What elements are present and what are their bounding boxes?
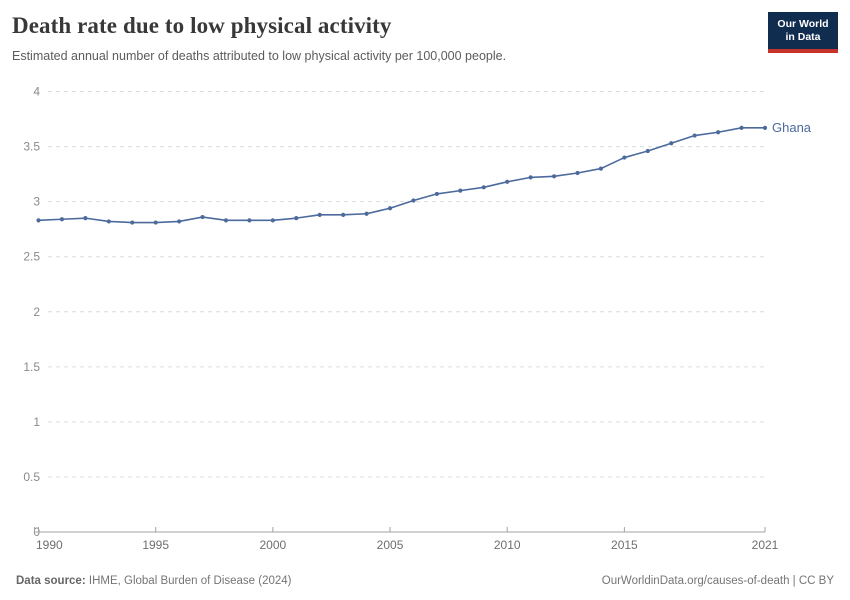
data-point[interactable]: [177, 219, 182, 224]
page-title: Death rate due to low physical activity: [12, 13, 392, 38]
data-point[interactable]: [434, 191, 440, 197]
x-tick-label: 2021: [752, 538, 779, 552]
logo-line2: in Data: [785, 31, 821, 43]
data-point[interactable]: [458, 188, 463, 193]
data-source: Data source: IHME, Global Burden of Dise…: [16, 575, 292, 587]
data-point[interactable]: [505, 179, 510, 184]
data-point[interactable]: [411, 198, 416, 203]
data-point[interactable]: [130, 220, 135, 225]
data-line-ghana[interactable]: [37, 127, 766, 224]
chart-footer: Data source: IHME, Global Burden of Dise…: [16, 575, 834, 587]
data-point[interactable]: [153, 220, 158, 225]
chart-header: Death rate due to low physical activity …: [12, 12, 750, 65]
data-point[interactable]: [739, 125, 744, 130]
data-point[interactable]: [317, 212, 322, 217]
x-tick-label: 1995: [142, 538, 169, 552]
data-point[interactable]: [575, 170, 580, 176]
y-tick-label: 2: [33, 305, 40, 319]
x-tick-label: 1990: [36, 538, 63, 552]
data-point[interactable]: [481, 185, 486, 190]
data-point[interactable]: [294, 216, 299, 221]
owid-logo: Our World in Data: [768, 12, 838, 53]
data-point[interactable]: [36, 218, 41, 223]
data-point[interactable]: [528, 175, 533, 180]
footer-citation-link[interactable]: OurWorldinData.org/causes-of-death | CC …: [601, 575, 834, 587]
data-point[interactable]: [669, 141, 674, 146]
series-end-label[interactable]: Ghana: [772, 120, 812, 135]
data-point[interactable]: [83, 216, 88, 221]
data-point[interactable]: [247, 218, 252, 223]
data-source-label: Data source:: [16, 575, 86, 587]
y-tick-label: 2.5: [23, 250, 40, 264]
x-tick-label: 2015: [611, 538, 638, 552]
y-tick-label: 3.5: [23, 140, 40, 154]
data-point[interactable]: [598, 166, 604, 171]
data-point[interactable]: [200, 214, 205, 220]
chart-subtitle: Estimated annual number of deaths attrib…: [12, 48, 507, 63]
logo-line1: Our World: [777, 18, 829, 30]
y-tick-label: 4: [33, 85, 40, 99]
y-tick-label: 1: [33, 415, 40, 429]
y-tick-label: 3: [33, 195, 40, 209]
y-tick-label: 1.5: [23, 360, 40, 374]
data-point[interactable]: [59, 217, 65, 222]
data-source-text: IHME, Global Burden of Disease (2024): [88, 575, 292, 587]
data-point[interactable]: [364, 211, 369, 216]
data-point[interactable]: [622, 155, 627, 160]
data-point[interactable]: [551, 174, 557, 179]
x-tick-label: 2000: [260, 538, 287, 552]
data-point[interactable]: [692, 133, 697, 138]
data-point[interactable]: [716, 130, 721, 135]
data-point[interactable]: [223, 218, 229, 223]
x-tick-label: 2005: [377, 538, 404, 552]
data-point[interactable]: [387, 206, 393, 211]
data-point[interactable]: [270, 218, 275, 223]
y-tick-label: 0.5: [23, 470, 40, 484]
x-tick-label: 2010: [494, 538, 521, 552]
data-point[interactable]: [341, 212, 346, 217]
data-point[interactable]: [645, 148, 650, 154]
data-point[interactable]: [106, 219, 111, 224]
data-point[interactable]: [762, 125, 768, 130]
